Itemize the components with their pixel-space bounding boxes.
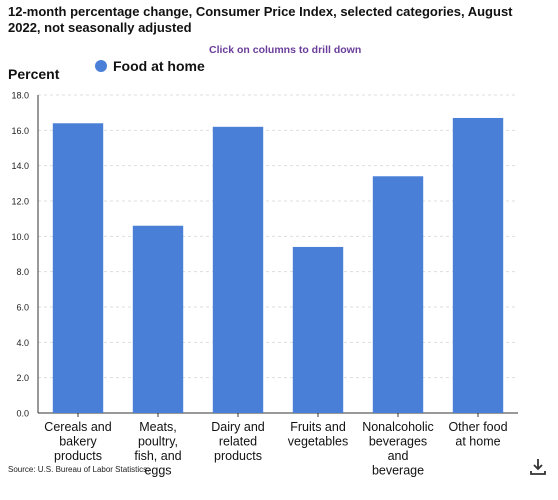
x-tick-label-line: products [214,449,262,463]
x-tick-label-line: at home [455,435,500,449]
x-tick-label-line: eggs [144,464,171,478]
y-tick-label: 12.0 [11,197,29,207]
bar[interactable] [372,176,424,413]
download-icon-glyph [530,459,546,475]
y-tick-label: 0.0 [16,409,29,419]
x-tick-label-line: Meats, [139,420,177,434]
x-tick-label-line: Fruits and [290,420,346,434]
bar[interactable] [452,117,504,413]
y-tick-label: 4.0 [16,338,29,348]
bar[interactable] [292,246,344,413]
x-tick-label: Dairy and related products [211,420,265,463]
x-tick-label-line: and [388,449,409,463]
x-tick-label-line: vegetables [288,435,348,449]
x-tick-label-line: beverages [369,435,427,449]
source-credit: Source: U.S. Bureau of Labor Statistics. [8,465,150,474]
bar[interactable] [52,123,104,414]
x-tick-label-line: fish, and [134,449,181,463]
x-tick-label: Cereals and bakery products [44,420,111,463]
y-tick-label: 18.0 [11,91,29,101]
y-tick-label: 2.0 [16,373,29,383]
legend-marker [95,60,107,72]
drill-down-hint[interactable]: Click on columns to drill down [209,44,362,56]
x-tick-label-line: products [54,449,102,463]
x-tick-label-line: bakery [59,435,97,449]
x-tick-label-line: related [219,435,257,449]
y-tick-label: 14.0 [11,161,29,171]
y-tick-label: 8.0 [16,267,29,277]
x-tick-label-line: Dairy and [211,420,265,434]
x-tick-label: Other food at home [448,420,507,449]
x-tick-label-line: Cereals and [44,420,111,434]
y-axis-label: Percent [8,66,60,82]
x-tick-label-line: poultry, [138,435,178,449]
x-tick-label: Meats, poultry, fish, and eggs [134,420,181,478]
bar[interactable] [212,126,264,414]
y-tick-label: 10.0 [11,232,29,242]
legend-label: Food at home [113,58,205,74]
legend-item-food-at-home[interactable]: Food at home [95,58,205,74]
x-tick-label-line: Nonalcoholic [362,420,434,434]
y-tick-label: 16.0 [11,126,29,136]
bar[interactable] [132,225,184,413]
x-tick-label: Fruits and vegetables [288,420,348,449]
x-tick-label-line: beverage [372,464,424,478]
download-icon[interactable] [529,457,547,477]
chart-title: 12-month percentage change, Consumer Pri… [8,4,513,35]
x-tick-label-line: Other food [448,420,507,434]
x-tick-label: Nonalcoholic beverages and beverage [362,420,434,478]
y-tick-label: 6.0 [16,303,29,313]
